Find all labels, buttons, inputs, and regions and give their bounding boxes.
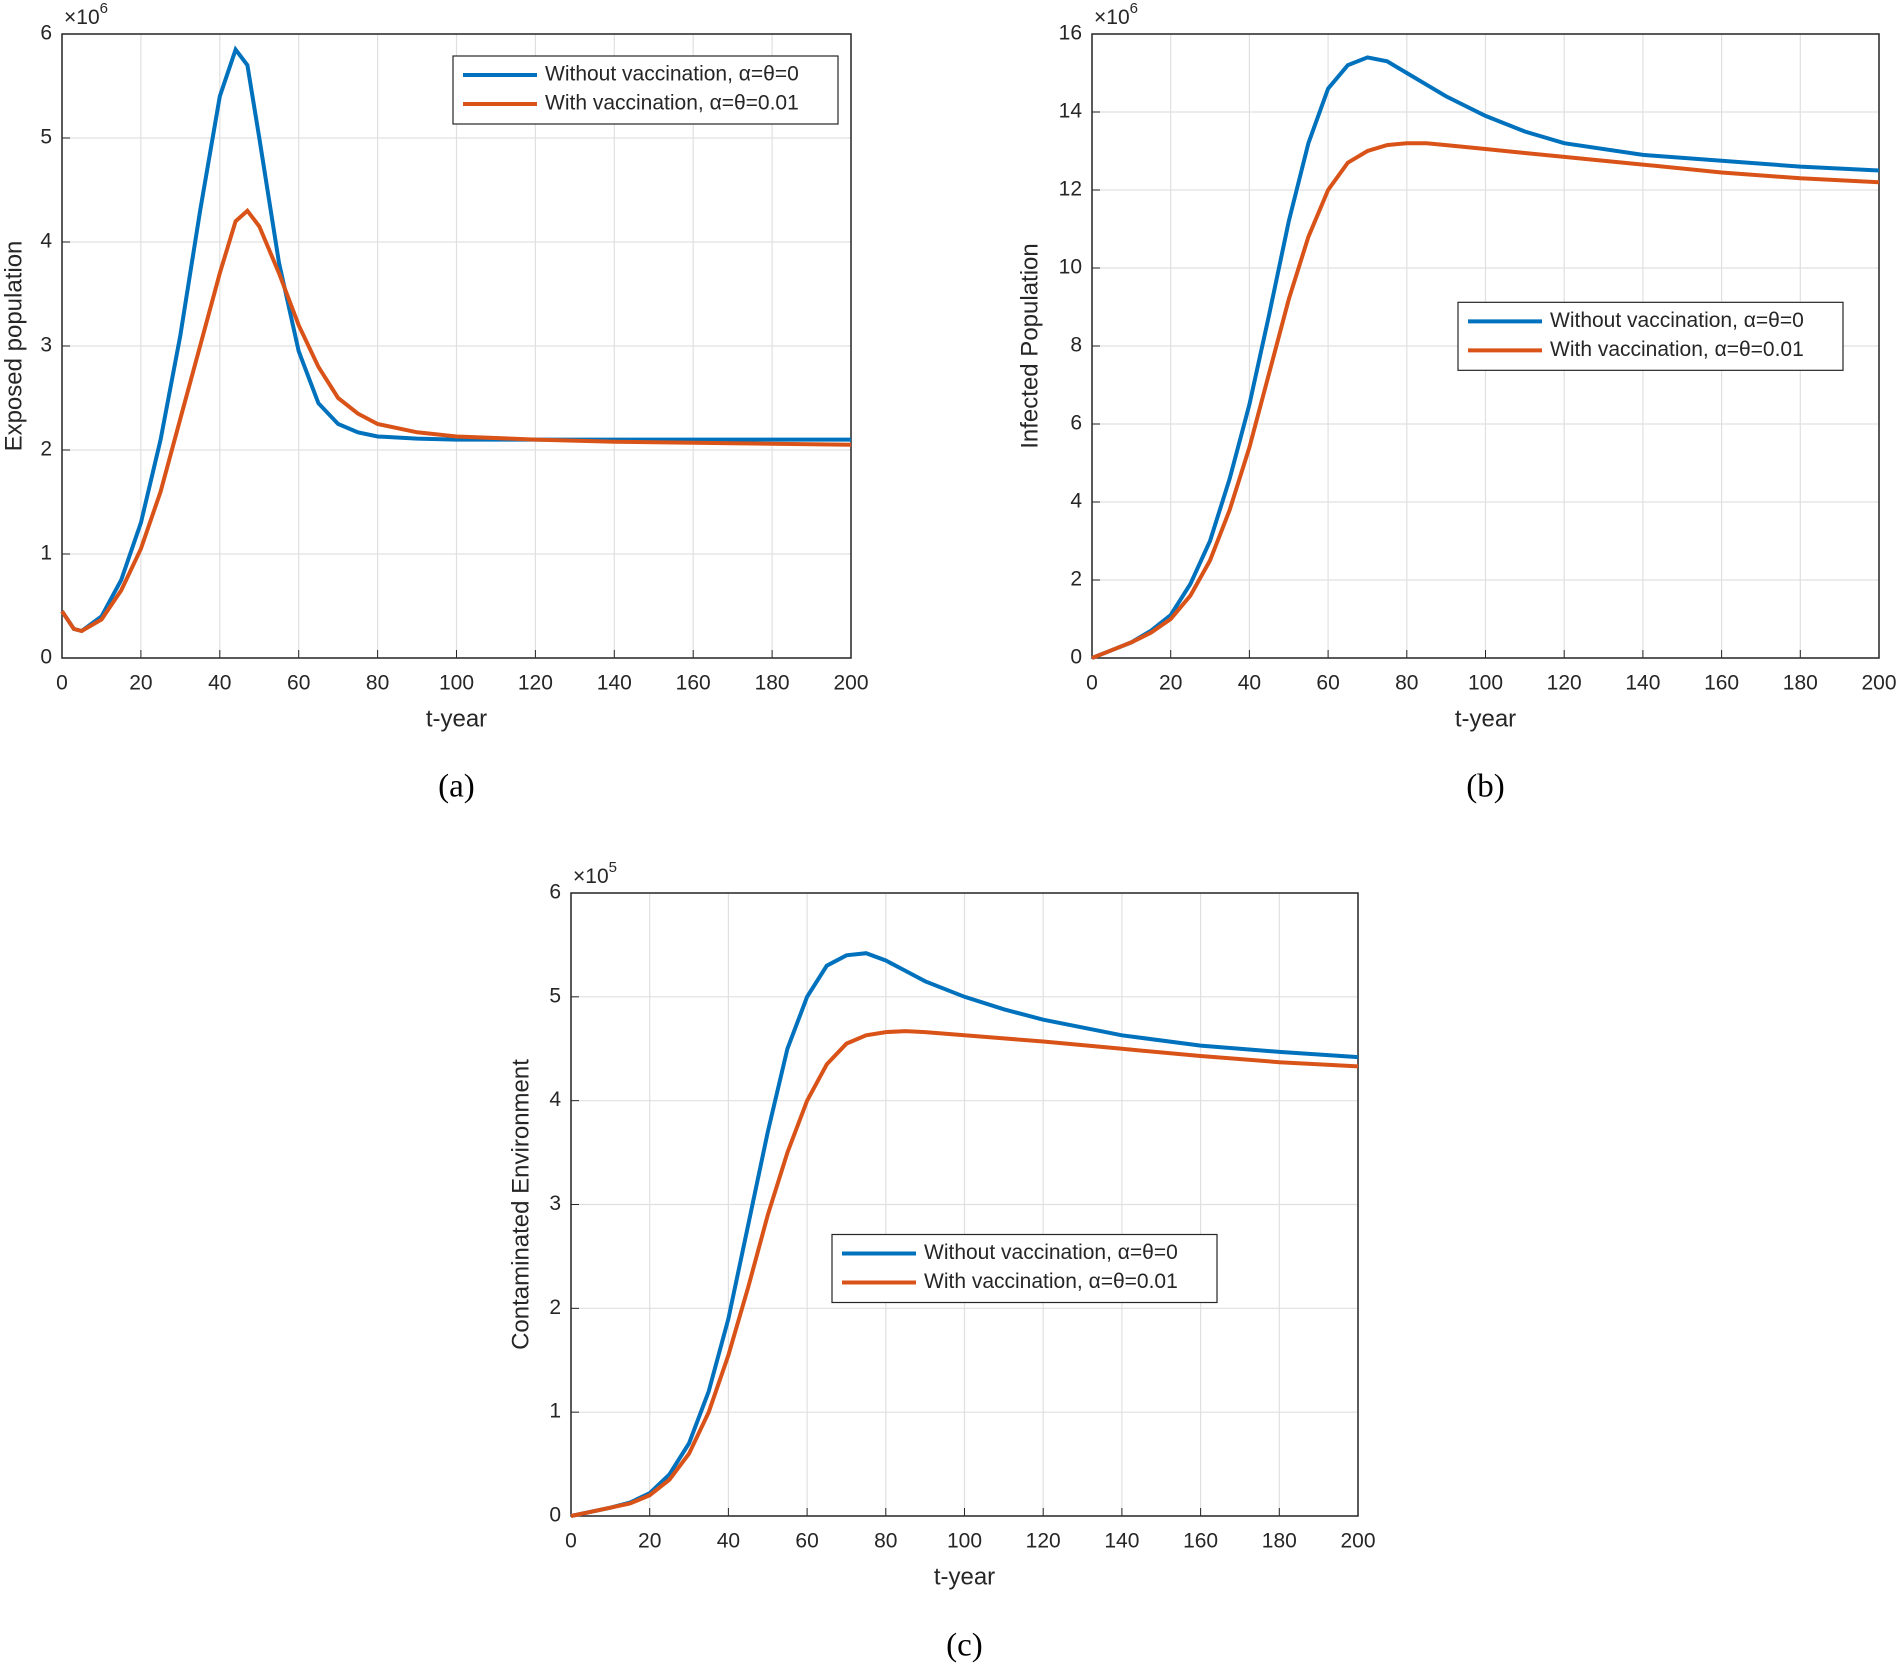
y-tick-label: 0 xyxy=(40,646,52,669)
y-tick-label: 14 xyxy=(1059,100,1083,123)
x-tick-label: 160 xyxy=(676,672,711,695)
y-scale-base: ×10 xyxy=(64,6,100,29)
x-axis-label: t-year xyxy=(426,705,487,732)
y-tick-label: 12 xyxy=(1059,178,1082,201)
caption: (a) xyxy=(438,769,475,805)
x-tick-label: 200 xyxy=(1861,672,1896,695)
legend-box xyxy=(1457,301,1844,371)
x-tick-label: 80 xyxy=(1395,672,1418,695)
y-scale-exponent: 5 xyxy=(609,859,617,876)
x-tick-label: 80 xyxy=(366,672,389,695)
y-scale: ×106 xyxy=(64,0,108,29)
legend-box xyxy=(452,55,839,125)
y-tick-label: 6 xyxy=(549,881,561,904)
series-line xyxy=(570,951,1359,1518)
x-tick-label: 120 xyxy=(1026,1530,1061,1553)
x-tick-label: 160 xyxy=(1183,1530,1218,1553)
x-tick-label: 180 xyxy=(755,672,790,695)
x-tick-label: 100 xyxy=(1468,672,1503,695)
series-line xyxy=(570,1029,1359,1518)
y-tick-label: 0 xyxy=(549,1504,561,1527)
x-tick-label: 20 xyxy=(638,1530,661,1553)
y-axis-label: Contaminated Environment xyxy=(507,1059,534,1350)
y-scale: ×105 xyxy=(573,859,617,888)
y-tick-label: 4 xyxy=(40,230,52,253)
y-tick-label: 5 xyxy=(549,984,561,1007)
y-scale-exponent: 6 xyxy=(100,0,108,17)
y-scale-base: ×10 xyxy=(1094,6,1130,29)
y-tick-label: 1 xyxy=(549,1400,561,1423)
x-tick-label: 60 xyxy=(1316,672,1339,695)
caption: (c) xyxy=(946,1628,983,1664)
x-tick-label: 0 xyxy=(56,672,68,695)
y-tick-label: 10 xyxy=(1059,256,1082,279)
x-tick-label: 60 xyxy=(795,1530,818,1553)
y-tick-label: 8 xyxy=(1070,334,1082,357)
legend-label: Without vaccination, α=θ=0 xyxy=(924,1241,1178,1264)
y-tick-label: 6 xyxy=(1070,412,1082,435)
axes-box xyxy=(61,33,852,659)
legend-label: With vaccination, α=θ=0.01 xyxy=(1550,338,1804,361)
y-scale-exponent: 6 xyxy=(1130,0,1138,17)
x-axis-label: t-year xyxy=(934,1563,995,1590)
y-scale: ×106 xyxy=(1094,0,1138,29)
legend-label: Without vaccination, α=θ=0 xyxy=(545,63,799,86)
axes-box xyxy=(1091,33,1880,659)
x-tick-label: 200 xyxy=(833,672,868,695)
y-tick-label: 16 xyxy=(1059,22,1082,45)
y-axis-label: Infected Population xyxy=(1016,243,1043,449)
y-tick-label: 1 xyxy=(40,542,52,565)
x-tick-label: 200 xyxy=(1340,1530,1375,1553)
y-tick-label: 0 xyxy=(1070,646,1082,669)
series-line xyxy=(1091,55,1880,660)
x-tick-label: 100 xyxy=(947,1530,982,1553)
y-tick-label: 5 xyxy=(40,126,52,149)
x-tick-label: 100 xyxy=(439,672,474,695)
y-tick-label: 4 xyxy=(549,1088,561,1111)
y-axis-label: Exposed population xyxy=(0,241,27,452)
x-tick-label: 40 xyxy=(1238,672,1261,695)
x-tick-label: 140 xyxy=(597,672,632,695)
x-tick-label: 20 xyxy=(129,672,152,695)
x-tick-label: 0 xyxy=(1086,672,1098,695)
y-tick-label: 2 xyxy=(40,438,52,461)
series-line xyxy=(1091,141,1880,660)
legend-label: Without vaccination, α=θ=0 xyxy=(1550,309,1804,332)
y-tick-label: 3 xyxy=(40,334,52,357)
y-tick-label: 2 xyxy=(549,1296,561,1319)
x-tick-label: 20 xyxy=(1159,672,1182,695)
caption: (b) xyxy=(1466,769,1504,805)
x-tick-label: 180 xyxy=(1783,672,1818,695)
y-tick-label: 4 xyxy=(1070,490,1082,513)
x-tick-label: 180 xyxy=(1262,1530,1297,1553)
x-tick-label: 0 xyxy=(565,1530,577,1553)
x-tick-label: 80 xyxy=(874,1530,897,1553)
x-tick-label: 140 xyxy=(1625,672,1660,695)
y-tick-label: 6 xyxy=(40,22,52,45)
axes-box xyxy=(570,892,1359,1517)
legend-label: With vaccination, α=θ=0.01 xyxy=(924,1270,1178,1293)
y-tick-label: 3 xyxy=(549,1192,561,1215)
x-tick-label: 160 xyxy=(1704,672,1739,695)
x-tick-label: 120 xyxy=(518,672,553,695)
y-scale-base: ×10 xyxy=(573,865,609,888)
legend-box xyxy=(831,1233,1218,1304)
x-tick-label: 40 xyxy=(717,1530,740,1553)
y-tick-label: 2 xyxy=(1070,568,1082,591)
series-line xyxy=(60,207,852,634)
x-tick-label: 40 xyxy=(208,672,231,695)
x-axis-label: t-year xyxy=(1455,705,1516,732)
x-tick-label: 60 xyxy=(287,672,310,695)
x-tick-label: 140 xyxy=(1104,1530,1139,1553)
legend-label: With vaccination, α=θ=0.01 xyxy=(545,92,799,115)
x-tick-label: 120 xyxy=(1547,672,1582,695)
